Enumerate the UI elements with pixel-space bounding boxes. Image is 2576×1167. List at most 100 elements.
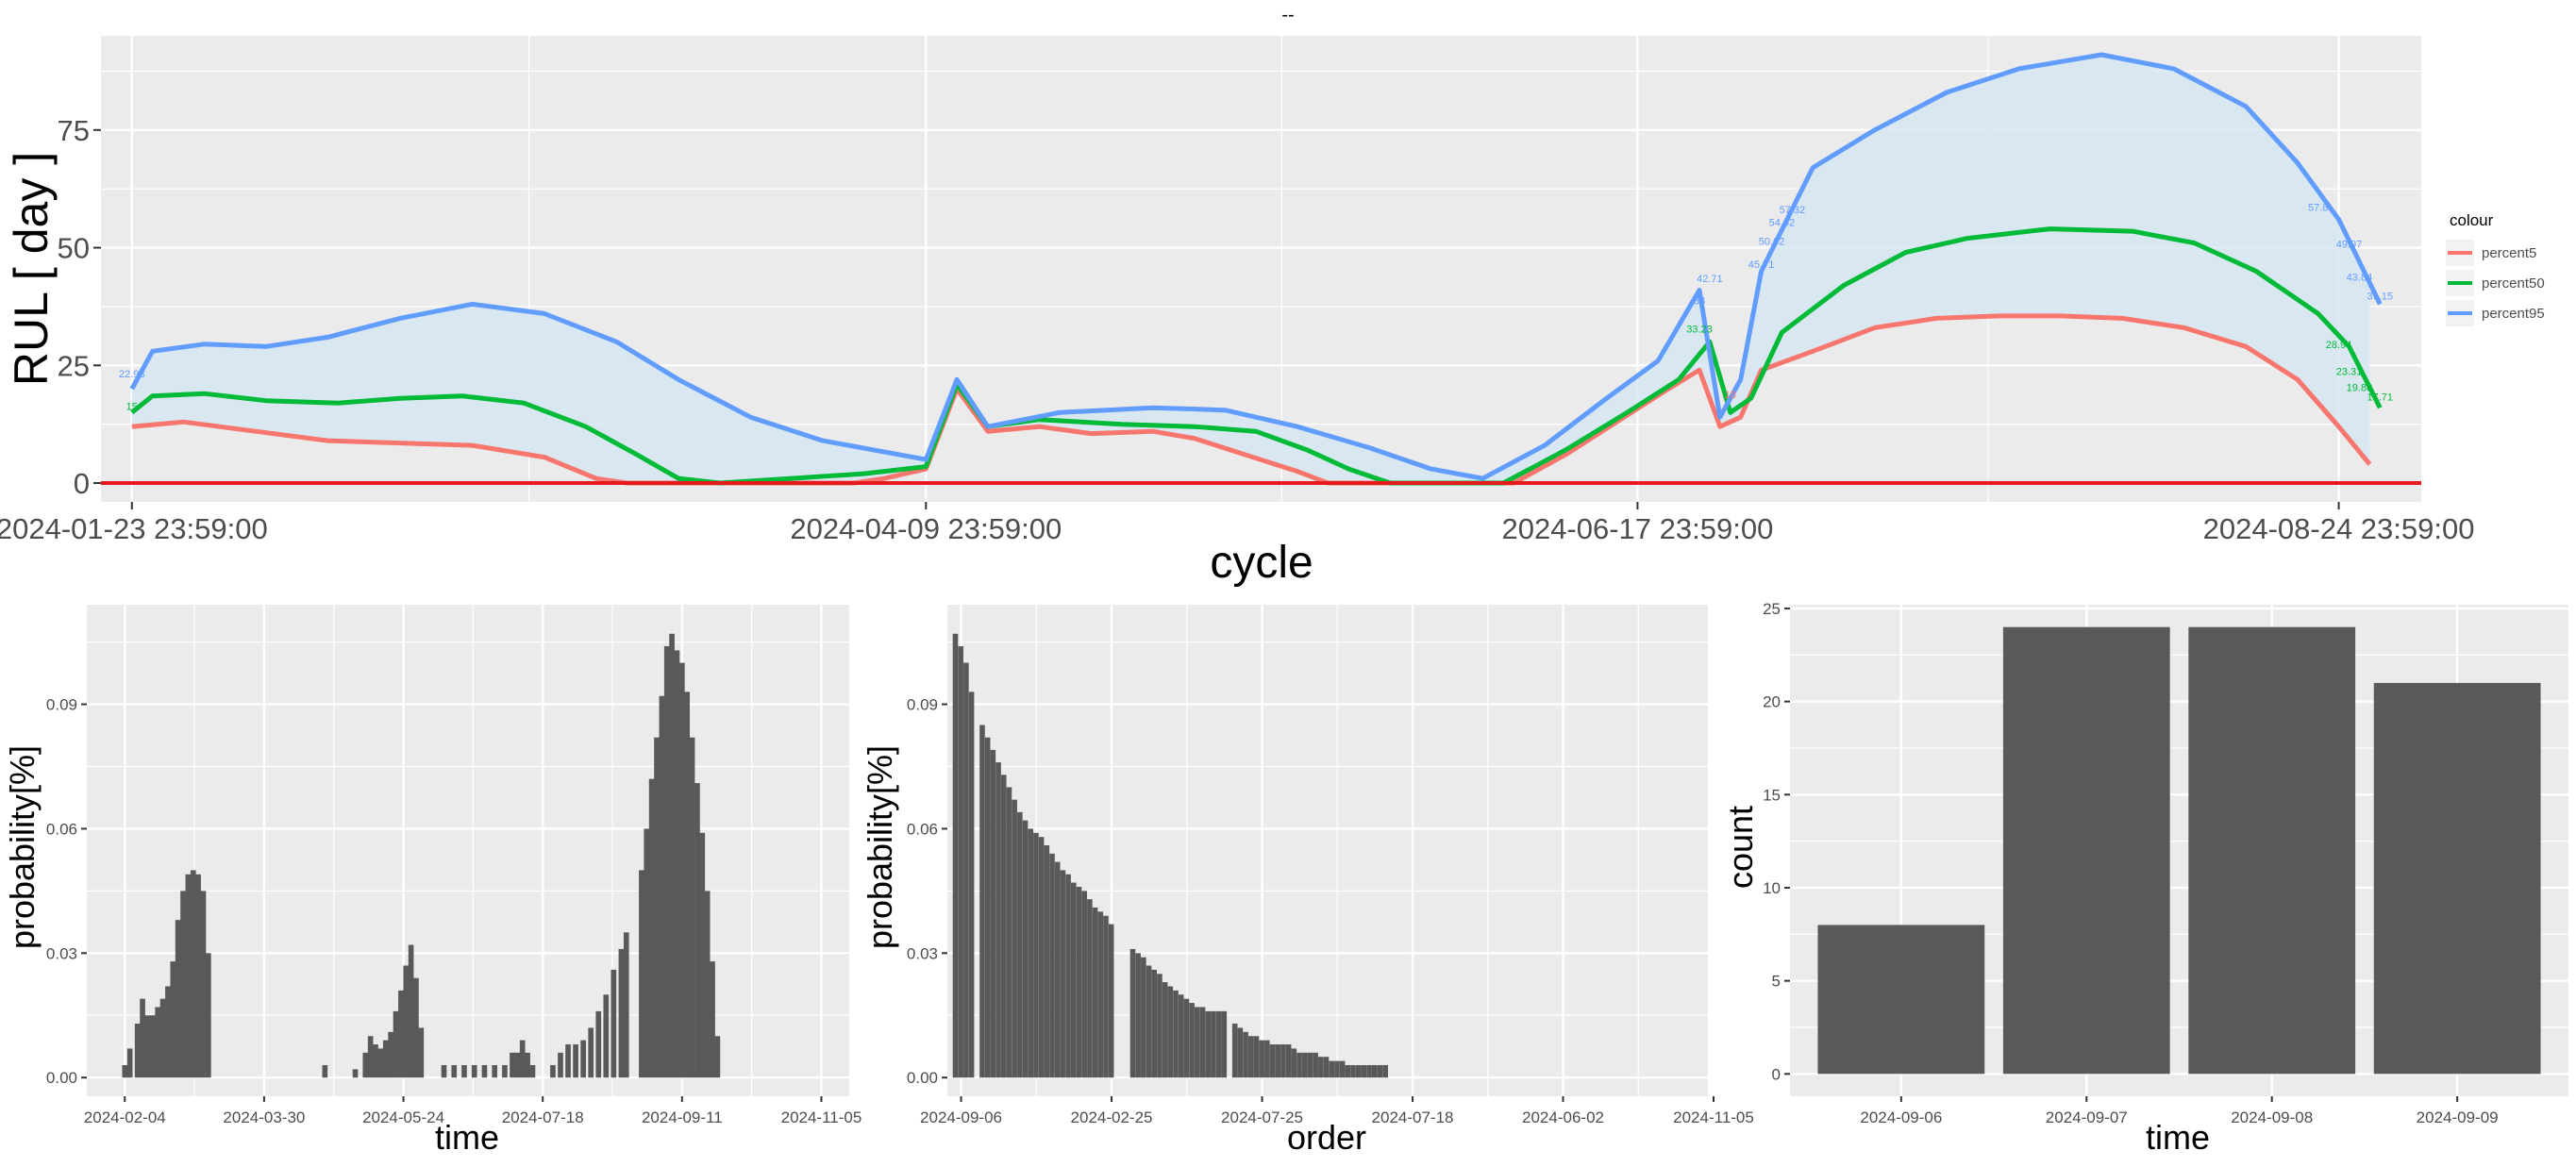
bar: [175, 920, 181, 1078]
bar: [694, 783, 700, 1078]
x-tick-label: 2024-01-23 23:59:00: [0, 512, 268, 545]
bar: [611, 969, 617, 1078]
bar: [1054, 861, 1061, 1078]
plot-panel: [87, 605, 849, 1096]
bar: [529, 1065, 536, 1078]
y-tick-label: 0.09: [907, 696, 938, 714]
bar: [1135, 953, 1141, 1078]
bar: [1231, 1024, 1238, 1078]
y-axis-title: probability[%]: [861, 745, 899, 949]
bar: [514, 1052, 521, 1078]
bar: [1296, 1052, 1302, 1078]
x-tick-label: 2024-06-02: [1522, 1109, 1604, 1126]
bar: [195, 874, 201, 1078]
bar: [1017, 811, 1023, 1078]
x-axis-title: time: [435, 1118, 499, 1157]
bar: [367, 1036, 374, 1078]
bar: [558, 1052, 563, 1078]
point-label: 33.23: [1686, 324, 1713, 335]
bar: [170, 961, 176, 1078]
bar: [639, 870, 644, 1078]
bar: [990, 749, 996, 1078]
x-tick-label: 2024-09-08: [2231, 1109, 2313, 1126]
bar: [519, 1040, 526, 1078]
series-line-percent95: [129, 52, 2383, 481]
bar: [382, 1040, 389, 1078]
y-tick-label: 5: [1772, 973, 1781, 991]
bar: [1195, 1007, 1200, 1078]
bar: [1028, 828, 1034, 1078]
point-label: 42.71: [1697, 274, 1723, 285]
bar: [1259, 1040, 1264, 1078]
bar: [1167, 986, 1174, 1078]
y-axis-ticks: 0 25 50 75: [58, 114, 101, 500]
bar: [413, 977, 419, 1078]
bar: [710, 961, 715, 1078]
grid: [87, 605, 849, 1096]
series-lines: [101, 52, 2421, 486]
x-tick-label: 2024-09-06: [1860, 1109, 1942, 1126]
bar: [648, 778, 655, 1078]
bar: [190, 870, 196, 1078]
x-tick-label: 2024-11-05: [1673, 1109, 1754, 1126]
bar: [1243, 1031, 1248, 1078]
y-tick-label: 0.00: [907, 1069, 938, 1087]
bar: [550, 1065, 556, 1078]
bar: [1146, 965, 1152, 1078]
bar: [471, 1065, 477, 1078]
bar: [1355, 1065, 1362, 1078]
bar: [689, 737, 695, 1078]
point-label: 15: [126, 402, 138, 413]
y-tick-label: 50: [58, 232, 90, 265]
bar: [565, 1044, 571, 1078]
bar: [1049, 853, 1055, 1078]
bar: [373, 1044, 378, 1078]
bar: [2188, 626, 2356, 1075]
y-axis-ticks: 0.00 0.03 0.06 0.09: [907, 696, 947, 1087]
bar: [451, 1065, 458, 1078]
bar: [155, 1007, 160, 1078]
bar: [1108, 924, 1114, 1078]
bar: [502, 1065, 508, 1078]
point-label: 17.71: [2367, 392, 2394, 404]
bar: [699, 832, 706, 1078]
legend: colour percent5 percent50 percent95: [2446, 211, 2545, 326]
bar: [669, 633, 675, 1078]
bar: [1087, 899, 1093, 1078]
bar: [1318, 1057, 1324, 1078]
bar: [388, 1031, 393, 1078]
x-tick-label: 2024-02-04: [84, 1109, 166, 1126]
bar: [1301, 1052, 1308, 1078]
bar: [1151, 969, 1158, 1078]
bar: [1000, 775, 1007, 1078]
bar: [1280, 1044, 1286, 1078]
bar: [180, 891, 186, 1078]
point-label: 43.84: [2347, 272, 2373, 283]
point-label: 45.71: [1748, 259, 1775, 271]
y-tick-label: 0.00: [46, 1069, 77, 1087]
bar: [1264, 1040, 1270, 1078]
bar: [1275, 1044, 1281, 1078]
bar: [1382, 1065, 1388, 1078]
bar: [704, 891, 711, 1078]
bar: [1291, 1048, 1297, 1078]
bar: [1076, 886, 1082, 1078]
x-tick-label: 2024-07-25: [1221, 1109, 1303, 1126]
x-tick-label: 2024-02-25: [1071, 1109, 1153, 1126]
bar: [1189, 1003, 1195, 1078]
x-tick-label: 2024-05-24: [362, 1109, 444, 1126]
bar: [1162, 982, 1168, 1078]
bar: [134, 1024, 141, 1078]
bar: [1183, 998, 1190, 1078]
x-axis-ticks: 2024-01-23 23:59:00 2024-04-09 23:59:00 20…: [0, 502, 2474, 545]
point-label: 50.62: [1759, 236, 1785, 247]
bars: [122, 633, 721, 1078]
bar: [714, 1036, 721, 1078]
bar: [1269, 1044, 1276, 1078]
y-axis-title: probability[%]: [3, 745, 42, 949]
bar: [126, 1048, 133, 1078]
bar: [1044, 845, 1050, 1078]
x-axis-ticks: 2024-09-06 2024-02-25 2024-07-25 2024-07-18…: [920, 1096, 1754, 1126]
